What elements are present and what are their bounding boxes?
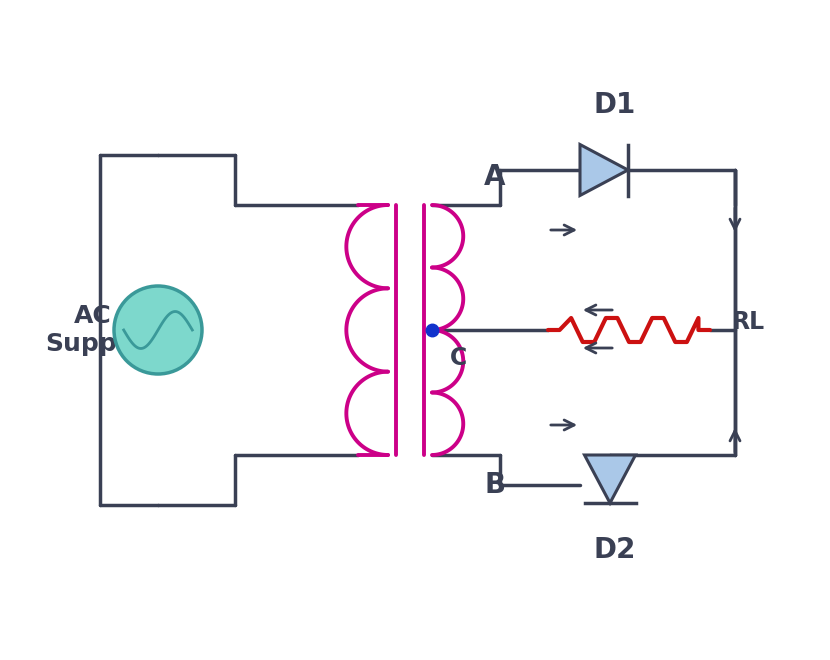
Text: A: A: [484, 163, 505, 191]
Text: RL: RL: [732, 310, 765, 334]
Polygon shape: [580, 145, 628, 195]
Text: D1: D1: [594, 91, 636, 119]
Text: AC
Supply: AC Supply: [45, 304, 141, 356]
Text: D2: D2: [593, 536, 636, 564]
Polygon shape: [584, 455, 636, 503]
Text: C: C: [450, 346, 467, 370]
Circle shape: [114, 286, 202, 374]
Text: B: B: [485, 471, 505, 499]
